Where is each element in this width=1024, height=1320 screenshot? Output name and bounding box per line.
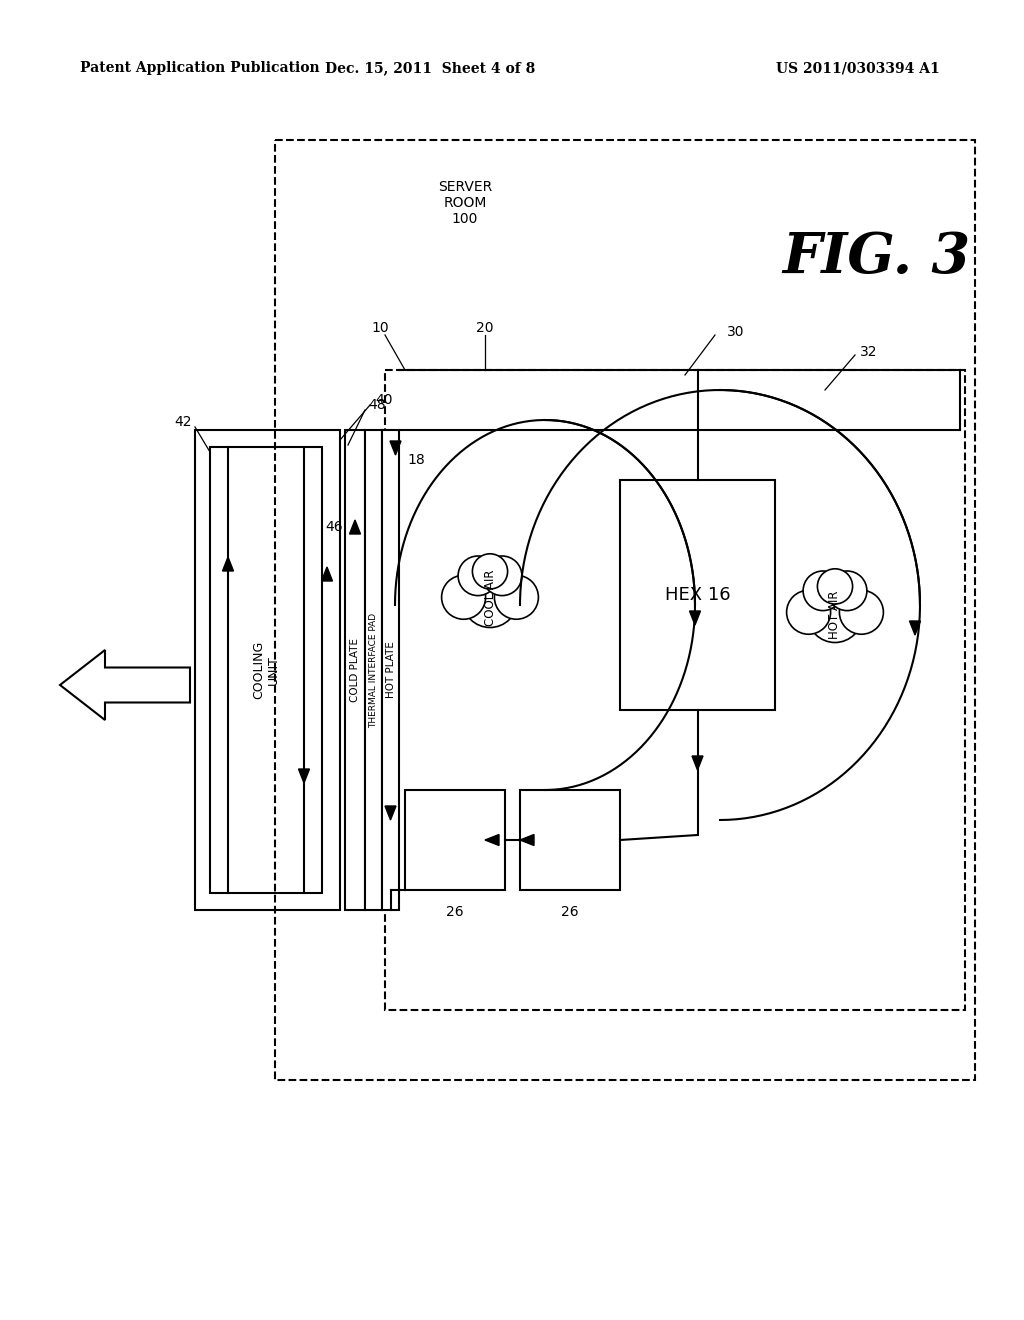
Circle shape — [817, 569, 853, 605]
Text: Dec. 15, 2011  Sheet 4 of 8: Dec. 15, 2011 Sheet 4 of 8 — [325, 61, 536, 75]
Text: COLD PLATE: COLD PLATE — [350, 638, 360, 702]
Polygon shape — [390, 441, 401, 455]
Polygon shape — [520, 834, 534, 846]
Polygon shape — [322, 568, 333, 581]
Text: 18: 18 — [407, 453, 425, 467]
Text: HEX 16: HEX 16 — [665, 586, 730, 605]
Bar — [620, 480, 775, 710]
Text: HOT AIR: HOT AIR — [828, 591, 842, 639]
Text: THERMAL INTERFACE PAD: THERMAL INTERFACE PAD — [369, 612, 378, 727]
Circle shape — [827, 572, 867, 611]
Circle shape — [803, 572, 843, 611]
Text: 20: 20 — [476, 321, 494, 335]
Circle shape — [441, 576, 485, 619]
Text: 46: 46 — [325, 520, 343, 535]
Text: HEAT OUT
OF THE
AREA: HEAT OUT OF THE AREA — [122, 668, 178, 702]
Circle shape — [808, 587, 862, 643]
Polygon shape — [222, 557, 233, 572]
Text: 10: 10 — [371, 321, 389, 335]
Text: COOLING
UNIT: COOLING UNIT — [252, 642, 280, 700]
Text: SERVER
ROOM
100: SERVER ROOM 100 — [438, 180, 493, 227]
Text: 48: 48 — [368, 399, 386, 412]
Bar — [520, 789, 620, 890]
Circle shape — [495, 576, 539, 619]
Text: 26: 26 — [561, 906, 579, 919]
Circle shape — [472, 554, 508, 589]
Polygon shape — [485, 834, 499, 846]
Bar — [345, 430, 365, 909]
Bar — [385, 370, 965, 1010]
Bar — [275, 140, 975, 1080]
Text: HOT PLATE: HOT PLATE — [385, 642, 395, 698]
Polygon shape — [60, 649, 190, 719]
Circle shape — [786, 590, 830, 634]
Bar — [365, 430, 382, 909]
Polygon shape — [349, 520, 360, 535]
Bar — [210, 447, 322, 894]
Bar — [406, 789, 505, 890]
Polygon shape — [299, 770, 309, 783]
Circle shape — [482, 556, 522, 595]
Circle shape — [840, 590, 884, 634]
Circle shape — [458, 556, 498, 595]
Circle shape — [463, 573, 517, 627]
Text: 26: 26 — [446, 906, 464, 919]
Text: 32: 32 — [860, 345, 878, 359]
Text: US 2011/0303394 A1: US 2011/0303394 A1 — [776, 61, 940, 75]
Text: COOL AIR: COOL AIR — [483, 570, 497, 626]
Text: 42: 42 — [174, 414, 193, 429]
Bar — [382, 430, 399, 909]
Bar — [195, 430, 340, 909]
Text: 30: 30 — [727, 325, 744, 339]
Polygon shape — [689, 611, 700, 624]
Text: FIG. 3: FIG. 3 — [782, 230, 970, 285]
Polygon shape — [909, 620, 921, 635]
Text: Patent Application Publication: Patent Application Publication — [80, 61, 319, 75]
Polygon shape — [692, 756, 703, 770]
Polygon shape — [385, 807, 396, 820]
Text: 40: 40 — [375, 393, 392, 407]
